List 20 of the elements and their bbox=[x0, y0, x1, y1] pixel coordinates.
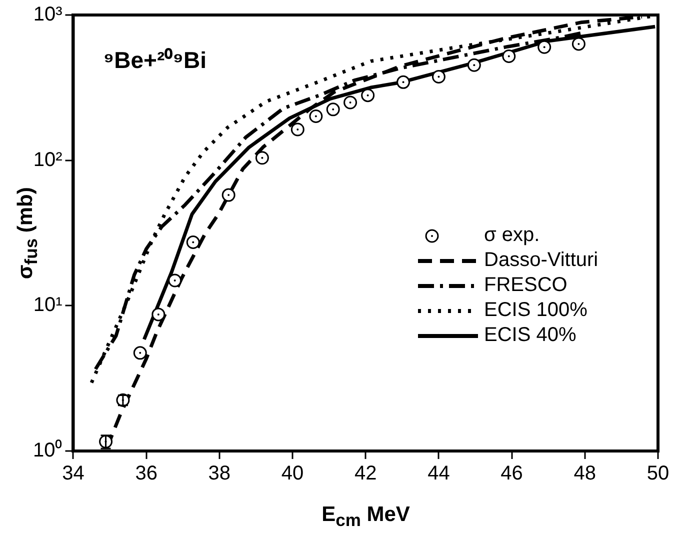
x-tick-label: 40 bbox=[281, 462, 304, 485]
x-tick-label: 48 bbox=[574, 462, 596, 485]
x-tick-label: 42 bbox=[354, 462, 377, 485]
x-tick-label: 36 bbox=[135, 462, 158, 485]
annotation: ⁹Be+²⁰⁹Bi bbox=[103, 46, 207, 75]
x-tick-label: 34 bbox=[62, 462, 84, 485]
x-tick-label: 44 bbox=[428, 462, 450, 485]
legend-label: FRESCO bbox=[484, 274, 568, 297]
legend-label: ECIS 40% bbox=[484, 324, 576, 347]
y-tick-label: 10² bbox=[33, 148, 63, 171]
x-axis-title: E$_{cm}$ MeV bbox=[322, 503, 410, 532]
y-tick-label: 10⁰ bbox=[32, 438, 62, 462]
y-tick-label: 10¹ bbox=[33, 294, 63, 316]
legend-label: ECIS 100% bbox=[484, 299, 588, 322]
y-tick-label: 10³ bbox=[33, 4, 63, 26]
legend-label: σ exp. bbox=[484, 224, 540, 247]
x-tick-label: 38 bbox=[208, 462, 231, 485]
legend-label: Dasso-Vitturi bbox=[484, 249, 598, 272]
x-tick-label: 46 bbox=[500, 462, 523, 485]
x-tick-label: 50 bbox=[646, 462, 670, 485]
